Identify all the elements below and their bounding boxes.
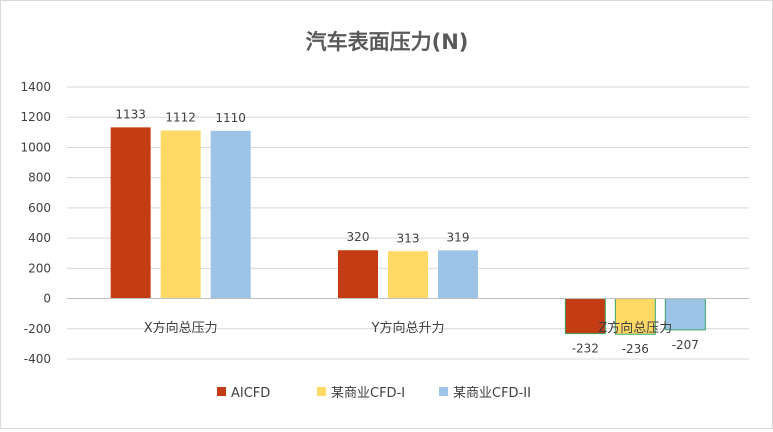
y-tick-label: 1400	[20, 80, 51, 94]
y-tick-label: 800	[28, 171, 51, 185]
y-tick-label: 1200	[20, 110, 51, 124]
data-label: 319	[447, 230, 470, 244]
category-labels: X方向总压力 Y方向总升力 Z方向总压力	[144, 320, 673, 336]
legend-swatch	[217, 387, 226, 396]
data-label: 313	[397, 231, 420, 245]
data-labels: 1133 1112 1110 320 313 319 -232 -236 -207	[115, 107, 699, 356]
bar	[664, 298, 706, 331]
y-tick-label: -200	[24, 322, 51, 336]
bar	[210, 130, 251, 299]
y-tick-label: 200	[28, 261, 51, 275]
bar	[388, 251, 428, 299]
category-label: Y方向总升力	[371, 320, 445, 336]
bar	[564, 298, 606, 335]
data-label: 1133	[115, 107, 146, 121]
y-tick-label: 600	[28, 201, 51, 215]
data-label: -232	[572, 342, 599, 356]
y-tick-label: 400	[28, 231, 51, 245]
data-label: 1110	[215, 111, 246, 125]
legend: AICFD 某商业CFD-I 某商业CFD-II	[217, 386, 531, 401]
legend-swatch	[317, 387, 326, 396]
legend-label: 某商业CFD-I	[331, 386, 405, 401]
category-label: X方向总压力	[144, 320, 218, 336]
legend-label: AICFD	[231, 386, 270, 401]
legend-swatch	[439, 387, 448, 396]
bar	[438, 250, 478, 299]
data-label: -236	[622, 342, 649, 356]
bar	[614, 298, 656, 335]
chart-title: 汽车表面压力(N)	[306, 30, 469, 54]
data-label: -207	[672, 338, 699, 352]
bar	[338, 250, 378, 299]
bars	[110, 127, 706, 335]
y-tick-label: -400	[24, 352, 51, 366]
data-label: 1112	[165, 111, 196, 125]
y-tick-label: 0	[43, 292, 51, 306]
bar	[160, 130, 201, 299]
legend-label: 某商业CFD-II	[453, 386, 531, 401]
category-label: Z方向总压力	[598, 320, 672, 336]
y-axis-ticks: -400 -200 0 200 400 600 800 1000 1200 1400	[20, 80, 51, 366]
bar	[110, 127, 151, 299]
y-tick-label: 1000	[20, 140, 51, 154]
data-label: 320	[347, 230, 370, 244]
